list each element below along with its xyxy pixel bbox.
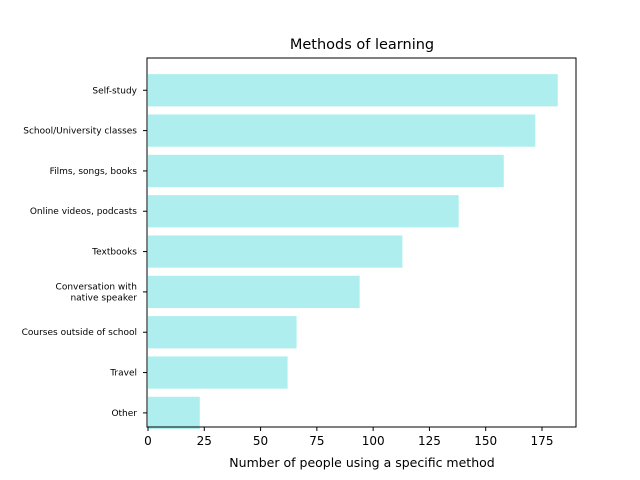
bar-2 [148,154,504,188]
bar-3 [148,195,459,228]
y-tick-label-line: School/University classes [23,127,137,137]
y-axis: Self-study School/University classes Films… [22,86,147,419]
y-tick-label: Online videos, podcasts [30,207,137,217]
y-tick-label-line: Films, songs, books [50,167,138,177]
bar-0 [148,74,558,107]
y-tick-label: Textbooks [91,248,137,258]
y-tick-label: School/University classes [23,127,137,137]
y-tick-label: Courses outside of school [22,328,137,338]
y-tick-label-line: Other [111,409,137,419]
y-tick-label: Films, songs, books [50,167,138,177]
x-tick-label: 25 [197,434,212,448]
bar-5 [148,275,360,309]
y-tick-label-line: Conversation with [56,282,137,292]
y-tick-label: Conversation with native speaker [56,282,138,303]
y-tick-label-line: Courses outside of school [22,328,137,338]
y-tick-label-line: Online videos, podcasts [30,207,137,217]
y-tick-label-line: Travel [109,369,137,379]
y-tick-label-line: Textbooks [91,248,137,258]
plot-frame [146,57,577,428]
x-tick-label: 125 [418,434,441,448]
y-tick-label: Other [111,409,137,419]
x-tick-label: 50 [253,434,268,448]
bar-7 [148,356,288,389]
bar-1 [148,114,536,147]
x-axis-label: Number of people using a specific method [229,455,494,470]
x-tick-label: 0 [144,434,152,448]
chart-title: Methods of learning [290,37,434,53]
bar-4 [148,235,403,268]
y-tick-label: Travel [109,369,137,379]
x-tick-label: 175 [531,434,554,448]
bar-6 [148,316,297,349]
bar-group [148,74,558,430]
x-axis: 0 25 50 75 100 125 150 175 [144,427,553,448]
y-tick-label-line: Self-study [92,86,137,96]
y-tick-label: Self-study [92,86,137,96]
y-tick-label-line: native speaker [70,293,137,303]
x-tick-label: 75 [309,434,324,448]
bar-8 [148,396,200,430]
x-tick-label: 150 [474,434,497,448]
x-tick-label: 100 [362,434,385,448]
